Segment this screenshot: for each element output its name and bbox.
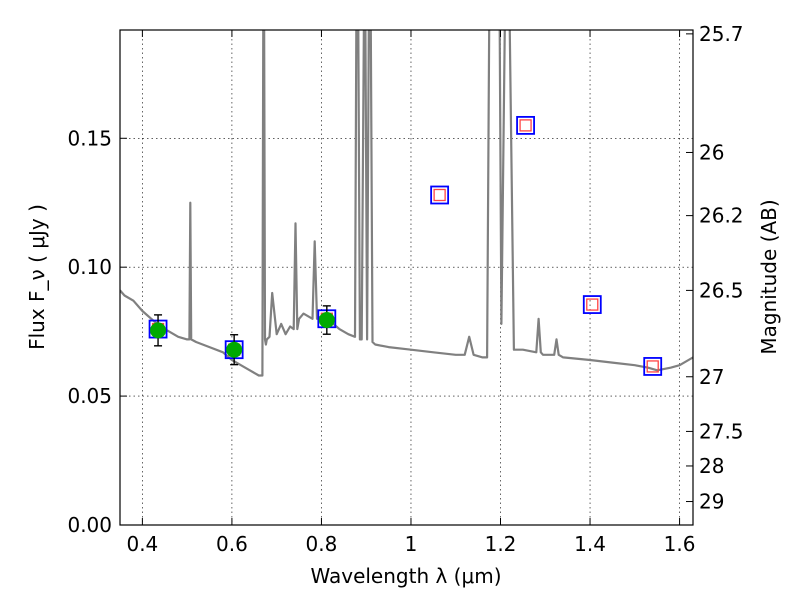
axes: 0.4 0.6 0.8 1 1.2 1.4 1.6 0.00 0.05 0.10 0.15 25.7 2… — [67, 22, 743, 556]
mag-tick-label: 29 — [699, 490, 724, 514]
predicted-flux-box — [582, 295, 602, 314]
model-spectrum-line — [120, 30, 693, 377]
x-tick-label: 0.6 — [216, 532, 248, 556]
predicted-flux-box — [643, 357, 663, 376]
mag-tick-label: 26.5 — [699, 278, 744, 302]
detection-point — [150, 322, 167, 339]
mag-tick-label: 27.5 — [699, 419, 744, 443]
mag-tick-label: 26 — [699, 140, 724, 164]
x-tick-label: 1.2 — [485, 532, 517, 556]
detection-point — [226, 341, 243, 358]
y-tick-label: 0.15 — [67, 126, 112, 150]
detection-point — [318, 312, 335, 329]
x-tick-label: 0.4 — [126, 532, 158, 556]
plot-frame — [119, 29, 694, 526]
predicted-flux-box — [516, 115, 535, 135]
y2-axis-label: Magnitude (AB) — [757, 199, 781, 354]
x-tick-label: 1.6 — [664, 532, 696, 556]
y-tick-label: 0.05 — [67, 384, 112, 408]
grid-lines — [120, 30, 693, 525]
predicted-flux-inner-box — [646, 360, 659, 373]
predicted-flux-inner-box — [433, 188, 446, 202]
plot-series — [120, 30, 693, 377]
y-axis-label: Flux F_ν ( μJy ) — [25, 204, 49, 350]
mag-tick-label: 26.2 — [699, 204, 744, 228]
y-tick-label: 0.10 — [67, 255, 112, 279]
mag-tick-label: 27 — [699, 365, 724, 389]
y-tick-label: 0.00 — [67, 513, 112, 537]
predicted-flux-inner-box — [519, 119, 532, 132]
x-tick-label: 1 — [405, 532, 418, 556]
predicted-flux-inner-box — [586, 298, 599, 311]
x-tick-label: 0.8 — [306, 532, 338, 556]
mag-tick-label: 28 — [699, 454, 724, 478]
mag-tick-label: 25.7 — [699, 22, 744, 46]
predicted-flux-box — [430, 185, 450, 205]
x-tick-label: 1.4 — [574, 532, 606, 556]
x-axis-label: Wavelength λ (μm) — [310, 564, 501, 588]
